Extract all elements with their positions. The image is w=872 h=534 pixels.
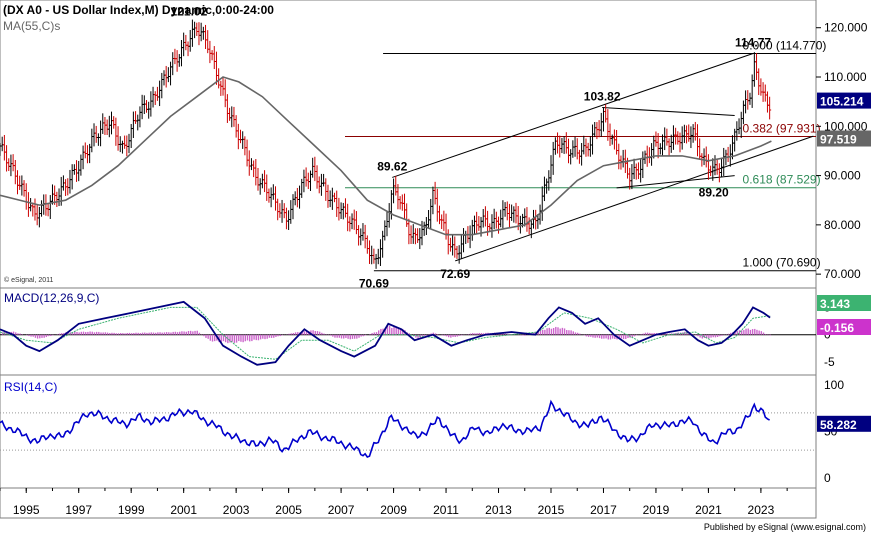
price-y-tick-label: 120.000	[824, 21, 868, 35]
rsi-y-tick-label: 100	[824, 378, 844, 392]
macd-plot	[0, 300, 816, 366]
chart-title: (DX A0 - US Dollar Index,M) Dynamic,0:00…	[3, 3, 274, 17]
trend-line-0	[392, 53, 754, 178]
x-tick-label: 2011	[433, 503, 459, 517]
price-y-tick-label: 100.000	[824, 119, 868, 133]
fib-label-1: 0.382 (97.931)	[743, 121, 821, 135]
trend-line-3	[616, 175, 735, 189]
price-last-value-0: 105.214	[820, 95, 864, 109]
x-tick-label: 2007	[328, 503, 355, 517]
price-annotation-6: 114.77	[735, 35, 771, 49]
macd-panel	[0, 287, 817, 376]
price-plot: 0.000 (114.770) 0.382 (97.931) 0.618 (87.5…	[0, 5, 826, 291]
x-tick-label: 2015	[538, 503, 565, 517]
ma-line	[0, 76, 772, 236]
price-annotation-2: 89.62	[377, 159, 407, 173]
x-tick-label: 2005	[275, 503, 302, 517]
footer-credit: Published by eSignal (www.esignal.com)	[704, 522, 866, 532]
rsi-last-value-0: 58.282	[820, 418, 857, 432]
x-tick-label: 2021	[695, 503, 722, 517]
rsi-line	[0, 399, 770, 458]
price-last-value-0-bg	[817, 92, 871, 109]
rsi-plot	[0, 399, 816, 458]
price-annotation-3: 72.69	[440, 267, 470, 281]
x-tick-label: 2001	[170, 503, 197, 517]
macd-line	[0, 300, 771, 366]
rsi-last-value-0-bg	[817, 415, 871, 432]
copyright-label: © eSignal, 2011	[4, 276, 54, 284]
x-tick-label: 2019	[643, 503, 670, 517]
price-y-tick-label: 70.000	[824, 267, 861, 281]
x-tick-label: 1995	[13, 503, 40, 517]
time-axis-panel	[0, 487, 817, 519]
price-last-value-1: 97.519	[820, 133, 857, 147]
macd-signal-line	[0, 306, 771, 360]
macd-title: MACD(12,26,9,C)	[4, 291, 99, 305]
macd-last-value-0-bg	[817, 295, 871, 311]
price-last-value-1-bg	[817, 130, 871, 147]
macd-y-tick-label: -5	[824, 355, 835, 369]
fib-label-2: 0.618 (87.529)	[743, 173, 821, 187]
ma-label: MA(55,C)s	[3, 19, 60, 33]
rsi-y-tick-label: 0	[824, 471, 831, 485]
price-annotation-4: 103.82	[584, 89, 621, 103]
fib-label-0: 0.000 (114.770)	[743, 38, 827, 52]
price-y-tick-label: 80.000	[824, 218, 861, 232]
x-tick-label: 2009	[380, 503, 407, 517]
macd-last-value-0: 3.143	[820, 297, 850, 311]
trend-line-2	[602, 106, 735, 116]
fib-label-3: 1.000 (70.690)	[743, 256, 821, 270]
x-tick-label: 2013	[485, 503, 512, 517]
x-tick-label: 2023	[748, 503, 775, 517]
price-annotation-0: 121.02	[171, 5, 208, 19]
x-tick-label: 2003	[223, 503, 250, 517]
price-annotation-5: 89.20	[699, 186, 729, 200]
x-tick-label: 1999	[118, 503, 145, 517]
x-tick-label: 1997	[65, 503, 92, 517]
x-tick-label: 2017	[590, 503, 617, 517]
rsi-title: RSI(14,C)	[4, 380, 57, 394]
axes: 120.000 110.000 100.000 90.000 80.000 70.000 5…	[0, 21, 871, 517]
macd-last-value-1-bg	[817, 319, 871, 335]
trend-line-1	[455, 135, 814, 262]
macd-last-value-1: -0.156	[820, 321, 854, 335]
price-annotation-1: 70.69	[359, 277, 389, 291]
price-y-tick-label: 90.000	[824, 169, 861, 183]
price-y-tick-label: 110.000	[824, 70, 867, 84]
